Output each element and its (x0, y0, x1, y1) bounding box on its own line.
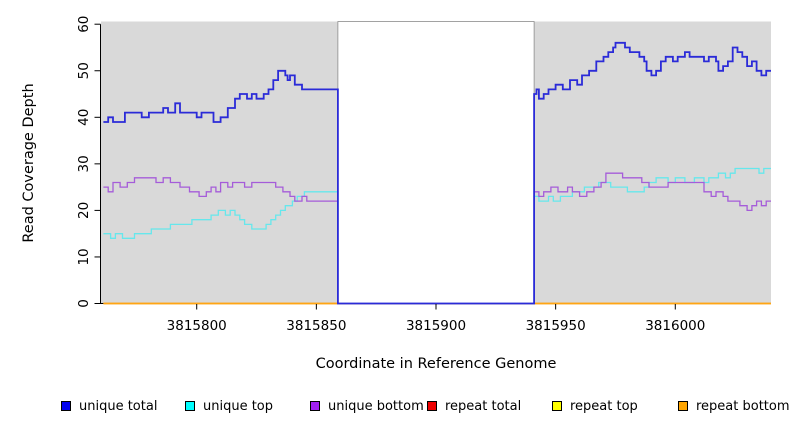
legend-label: unique bottom (328, 398, 424, 414)
legend-item-unique-bottom: unique bottom (310, 398, 424, 414)
x-tick-label: 3815950 (526, 318, 586, 334)
x-axis-title: Coordinate in Reference Genome (315, 356, 557, 372)
y-tick-label: 30 (76, 155, 92, 172)
y-tick-label: 60 (76, 16, 92, 33)
x-tick-label: 3816000 (645, 318, 705, 334)
legend-label: unique top (203, 398, 274, 414)
legend-label: repeat total (445, 398, 522, 414)
legend-item-repeat-bottom: repeat bottom (678, 398, 790, 414)
y-tick-label: 10 (76, 248, 92, 265)
legend-item-unique-top: unique top (185, 398, 273, 414)
x-tick-label: 3815850 (286, 318, 346, 334)
unique-top-swatch-icon (185, 401, 195, 411)
legend-item-repeat-total: repeat total (427, 398, 521, 414)
series-unique-total-line (103, 41, 771, 305)
legend-item-unique-total: unique total (61, 398, 157, 414)
y-tick-label: 40 (76, 109, 92, 126)
legend-label: unique total (79, 398, 158, 414)
legend-item-repeat-top: repeat top (552, 398, 638, 414)
x-tick-label: 3815900 (406, 318, 466, 334)
y-axis-title: Read Coverage Depth (21, 83, 37, 243)
x-tick-label: 3815800 (167, 318, 227, 334)
repeat-top-swatch-icon (552, 401, 562, 411)
unique-bottom-swatch-icon (310, 401, 320, 411)
coverage-plot-svg: 3815800 3815850 3815900 3815950 3816000 0 10 20… (76, 16, 771, 334)
legend-label: repeat bottom (696, 398, 790, 414)
legend-label: repeat top (570, 398, 638, 414)
y-tick-label: 50 (76, 62, 92, 79)
y-tick-label: 20 (76, 202, 92, 219)
legend: unique total unique top unique bottom re… (0, 398, 792, 416)
y-tick-label: 0 (76, 299, 92, 308)
masked-region (337, 21, 535, 304)
repeat-bottom-swatch-icon (678, 401, 688, 411)
repeat-total-swatch-icon (427, 401, 437, 411)
unique-total-swatch-icon (61, 401, 71, 411)
